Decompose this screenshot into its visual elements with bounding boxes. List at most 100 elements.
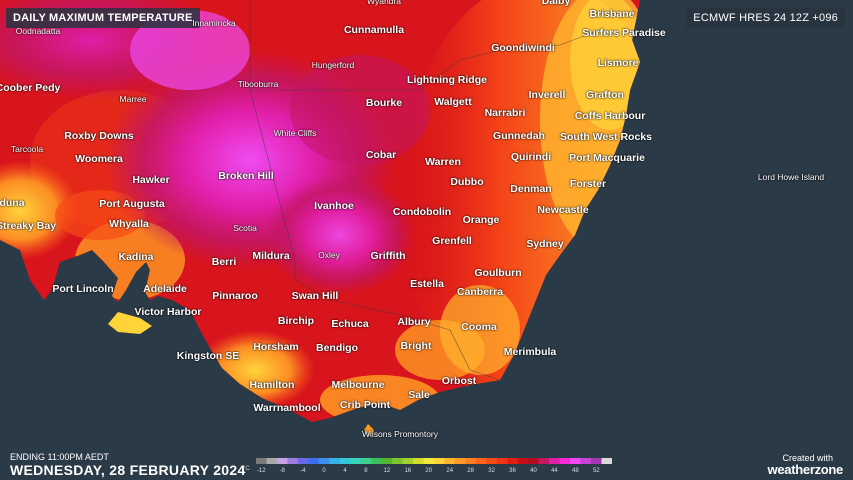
legend-swatch [318,458,330,464]
legend-tick-label: 12 [384,468,391,474]
legend-swatch [475,458,487,464]
place-label-tibooburra: Tibooburra [237,79,279,89]
legend-swatch [381,458,393,464]
place-label-sydney: Sydney [526,238,564,250]
place-label-mildura: Mildura [252,250,290,262]
legend-swatch [287,458,299,464]
place-label-lightning-ridge: Lightning Ridge [407,74,487,86]
forecast-date: WEDNESDAY, 28 FEBRUARY 2024 [10,462,246,478]
place-label-cunnamulla: Cunnamulla [343,24,405,36]
legend-swatch [580,458,592,464]
place-label-narrabri: Narrabri [484,107,526,119]
place-label-gunnedah: Gunnedah [493,130,545,142]
legend-tick-label: 24 [446,468,453,474]
place-label-condobolin: Condobolin [392,206,452,218]
place-label-estella: Estella [410,278,444,290]
legend-tick-label: 28 [467,468,474,474]
place-label-duna: duna [0,197,25,209]
place-label-lismore: Lismore [597,57,639,69]
place-label-denman: Denman [510,183,552,195]
place-label-goondiwindi: Goondiwindi [491,42,555,54]
legend-swatch [297,458,309,464]
place-label-marree: Marree [119,94,147,104]
legend-tick-label: 48 [572,468,579,474]
legend-swatch [413,458,424,464]
legend-swatch [256,458,267,464]
place-label-inverell: Inverell [528,89,566,101]
legend-swatch [444,458,456,464]
place-label-bendigo: Bendigo [316,342,358,354]
ending-time: ENDING 11:00PM AEDT [10,452,109,462]
place-label-walgett: Walgett [434,96,472,108]
place-label-lord-howe-island: Lord Howe Island [757,172,825,182]
place-label-albury: Albury [397,316,431,328]
model-run-badge: ECMWF HRES 24 12Z +096 [686,8,845,28]
legend-tick-label: 52 [593,468,600,474]
legend-swatch [350,458,362,464]
legend-swatch [601,458,612,464]
place-label-canberra: Canberra [456,286,504,298]
place-label-ivanhoe: Ivanhoe [314,200,354,212]
place-label-scotia: Scotia [233,223,257,233]
place-label-oxley: Oxley [318,250,340,260]
place-label-cobar: Cobar [365,149,397,161]
legend-tick-label: -8 [280,468,286,474]
place-label-echuca: Echuca [331,318,369,330]
place-label-orange: Orange [462,214,500,226]
place-label-innamincka: Innamincka [192,18,236,28]
place-label-newcastle: Newcastle [537,204,589,216]
legend-swatch [392,458,403,464]
place-label-coffs-harbour: Coffs Harbour [574,110,646,122]
place-label-dubbo: Dubbo [450,176,484,188]
map-title: DAILY MAXIMUM TEMPERATURE [6,8,200,28]
place-label-woomera: Woomera [75,153,123,165]
legend-swatch [496,458,508,464]
place-label-warrnambool: Warrnambool [253,402,321,414]
weatherzone-logo: weatherzone [767,462,844,477]
place-label-bright: Bright [400,340,432,352]
legend-unit: °C [243,466,250,472]
place-label-birchip: Birchip [277,315,315,327]
legend-swatch [371,458,382,464]
legend-swatch [434,458,445,464]
place-label-horsham: Horsham [253,341,299,353]
legend-tick-label: 4 [343,468,347,474]
place-label-cooma: Cooma [461,321,497,333]
legend-tick-label: 32 [488,468,495,474]
place-label-hawker: Hawker [132,174,170,186]
place-label-bourke: Bourke [365,97,403,109]
place-label-broken-hill: Broken Hill [218,170,274,182]
place-label-adelaide: Adelaide [143,283,187,295]
legend-swatch [559,458,571,464]
place-label-port-lincoln: Port Lincoln [52,283,114,295]
legend-swatch [402,458,414,464]
legend-swatch [538,458,550,464]
place-label-grafton: Grafton [586,89,624,101]
place-label-wilsons-promontory: Wilsons Promontory [361,429,439,439]
place-label-streaky-bay: Streaky Bay [0,220,57,232]
place-label-goulburn: Goulburn [474,267,522,279]
place-label-wyandra: Wyandra [367,0,401,6]
place-label-tarcoola: Tarcoola [10,144,44,154]
legend-swatch [329,458,341,464]
place-label-kingston-se: Kingston SE [176,350,240,362]
legend-swatch [486,458,498,464]
legend-swatch [507,458,519,464]
legend-tick-label: 20 [425,468,432,474]
legend-swatch [528,458,540,464]
place-label-merimbula: Merimbula [503,346,557,358]
place-label-grenfell: Grenfell [432,235,472,247]
legend-swatch [276,458,288,464]
place-label-oodnadatta: Oodnadatta [15,26,61,36]
place-label-port-macquarie: Port Macquarie [569,152,645,164]
place-label-whyalla: Whyalla [109,218,149,230]
place-label-quirindi: Quirindi [510,151,552,163]
legend-tick-label: -12 [257,468,266,474]
place-label-roxby-downs: Roxby Downs [64,130,134,142]
legend-tick-label: 36 [509,468,516,474]
legend-swatch [266,458,278,464]
place-label-warren: Warren [425,156,461,168]
place-label-pinnaroo: Pinnaroo [212,290,258,302]
place-label-hungerford: Hungerford [311,60,355,70]
